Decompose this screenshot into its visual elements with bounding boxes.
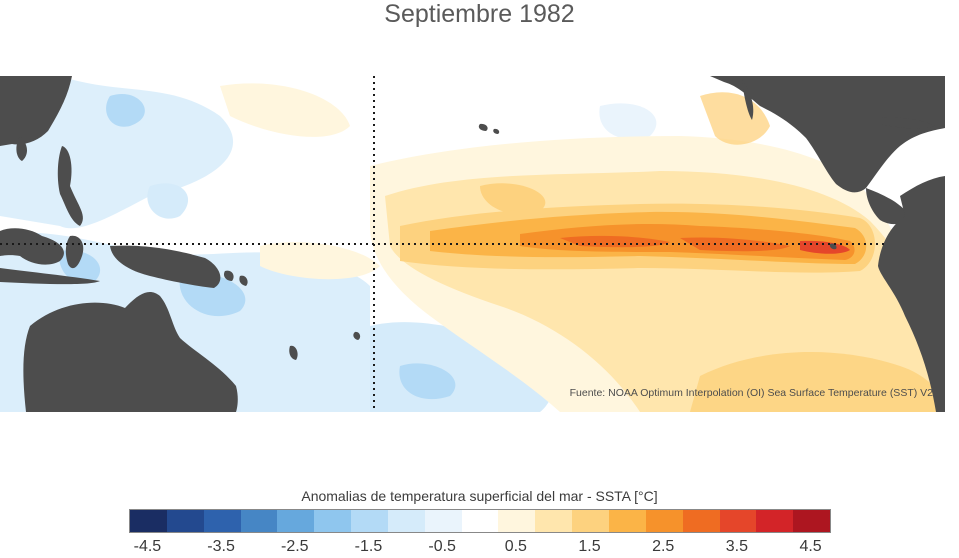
colorbar-tick-label: -1.5: [354, 538, 383, 555]
colorbar-tick-label: 0.5: [504, 538, 527, 555]
new-guinea-island: [110, 245, 221, 288]
north-america: [710, 76, 945, 193]
colorbar-tick-label: 3.5: [725, 538, 749, 555]
colorbar-tick-label: 2.5: [652, 538, 675, 555]
colorbar-swatch: [682, 510, 720, 532]
colorbar-tick-label: -3.5: [207, 538, 235, 555]
colorbar-swatch: [645, 510, 683, 532]
colorbar-swatch: [498, 510, 536, 532]
source-note: Fuente: NOAA Optimum Interpolation (OI) …: [569, 387, 933, 399]
colorbar-swatch: [572, 510, 609, 532]
colorbar-tick-label: -0.5: [428, 538, 456, 555]
ssta-map-svg: [0, 76, 945, 412]
taiwan-island: [16, 136, 27, 161]
colorbar-swatch: [203, 510, 241, 532]
colorbar-swatch: [461, 510, 499, 532]
java-island: [0, 268, 100, 285]
cuba-island: [880, 117, 935, 129]
colorbar-swatch: [719, 510, 757, 532]
south-america: [878, 176, 945, 412]
philippines-islands: [57, 146, 83, 226]
land-masses: [0, 76, 945, 412]
ssta-map: [0, 76, 945, 412]
colorbar-swatch: [756, 510, 794, 532]
colorbar-tick-labels: -4.5 -3.5 -2.5 -1.5 -0.5 0.5 1.5 2.5 3.5 4.5: [0, 538, 959, 558]
colorbar-tick-label: -4.5: [133, 538, 162, 555]
asia-mainland: [0, 76, 72, 146]
colorbar-swatch: [387, 510, 425, 532]
colorbar-swatch: [240, 510, 278, 532]
colorbar-swatch: [424, 510, 462, 532]
colorbar-tick-label: -2.5: [280, 538, 309, 555]
map-title: Septiembre 1982: [384, 0, 575, 28]
borneo-island: [0, 228, 64, 265]
colorbar-tick-label: 1.5: [578, 538, 601, 555]
colorbar: [129, 509, 831, 533]
colorbar-swatch: [130, 510, 167, 532]
legend-title: Anomalias de temperatura superficial del…: [301, 488, 658, 504]
central-america: [866, 188, 910, 225]
colorbar-swatch: [314, 510, 352, 532]
colorbar-swatch: [535, 510, 573, 532]
colorbar-tick-label: 4.5: [799, 538, 822, 555]
australia: [23, 292, 238, 412]
warm-anomaly-patches: [220, 83, 945, 412]
baja-california: [742, 80, 754, 120]
colorbar-swatch: [351, 510, 388, 532]
colorbar-swatch: [793, 510, 831, 532]
colorbar-swatch: [608, 510, 646, 532]
colorbar-swatch: [166, 510, 204, 532]
colorbar-swatch: [277, 510, 315, 532]
